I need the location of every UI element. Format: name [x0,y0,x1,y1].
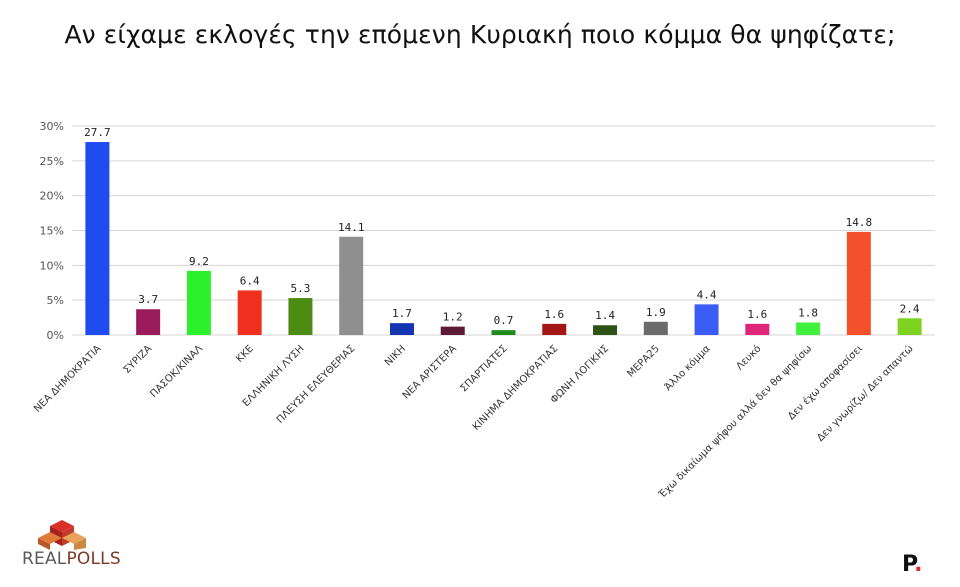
x-tick-label: ΝΕΑ ΔΗΜΟΚΡΑΤΙΑ [32,343,104,415]
x-tick-label: ΚΚΕ [234,343,256,365]
brand-name: REALPOLLS [22,549,121,569]
data-label: 1.2 [443,311,463,324]
x-tick-label: Δεν γνωρίζω/ Δεν απαντώ [814,343,915,444]
data-label: 1.6 [544,308,564,321]
y-tick-label: 5% [47,294,64,307]
bar [85,142,110,335]
chart-title: Αν είχαμε εκλογές την επόμενη Κυριακή πο… [64,20,896,49]
data-label: 14.1 [338,221,365,234]
data-label: 14.8 [846,216,873,229]
data-label: 1.9 [646,306,666,319]
y-tick-label: 10% [40,259,64,272]
bar [745,323,770,335]
data-label: 9.2 [189,255,209,268]
bar [796,322,821,335]
x-tick-label: Λευκό [734,343,764,373]
x-tick-label: ΜΕΡΑ25 [625,343,661,379]
data-label: 3.7 [138,293,158,306]
p-logo-dot: . [914,552,923,577]
y-tick-label: 0% [47,329,64,342]
bar [288,298,313,335]
x-tick-label: ΣΠΑΡΤΙΑΤΕΣ [458,343,509,394]
x-tick-label: ΝΕΑ ΑΡΙΣΤΕΡΑ [401,343,459,401]
bar [593,325,618,335]
realpolls-logo-icon [38,520,86,550]
p-logo-letter: P [902,552,915,577]
data-label: 4.4 [697,288,717,301]
bar [846,231,871,335]
bar [897,318,922,335]
brand-name-polls: POLLS [66,549,121,569]
x-tick-label: Άλλο κόμμα [662,342,713,393]
data-label: 5.3 [291,282,311,295]
bar [237,290,262,335]
data-label: 6.4 [240,274,260,287]
p-logo-icon: P. [902,552,922,577]
x-tick-label: ΣΥΡΙΖΑ [122,343,155,376]
data-label: 1.6 [747,308,767,321]
data-label: 2.4 [900,302,920,315]
y-tick-label: 20% [40,190,64,203]
data-label: 1.7 [392,307,412,320]
y-tick-label: 30% [40,120,64,133]
y-tick-label: 15% [40,225,64,238]
data-label: 27.7 [84,126,111,139]
x-tick-label: ΠΑΣΟΚ/ΚΙΝΑΛ [148,343,205,400]
data-label: 1.4 [595,309,615,322]
bar [186,270,211,335]
bar [136,309,161,335]
bar [643,321,668,335]
brand-name-real: REAL [22,549,67,569]
bar [694,304,719,335]
y-tick-label: 25% [40,155,64,168]
x-tick-label: ΚΙΝΗΜΑ ΔΗΜΟΚΡΑΤΙΑΣ [471,343,561,433]
bar [542,323,567,335]
bar [440,326,465,335]
bar [389,323,414,335]
data-label: 0.7 [494,314,514,327]
bar [339,236,364,335]
bar [491,330,516,335]
x-tick-label: ΝΙΚΗ [383,343,408,368]
data-label: 1.8 [798,306,818,319]
